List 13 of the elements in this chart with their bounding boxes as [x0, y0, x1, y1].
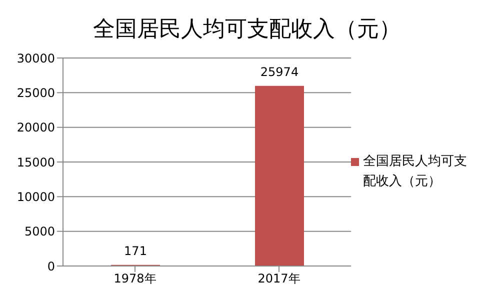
- y-tick-label: 20000: [16, 120, 55, 135]
- chart-title: 全国居民人均可支配收入（元）: [92, 16, 402, 44]
- data-label: 171: [124, 244, 147, 258]
- y-tick-label: 15000: [16, 155, 55, 170]
- y-tick-label: 25000: [16, 86, 55, 100]
- y-tick-label: 30000: [16, 51, 55, 66]
- y-tick-label: 0: [47, 259, 55, 274]
- y-tick-label: 10000: [16, 190, 55, 204]
- x-tick-label: 1978年: [114, 272, 156, 286]
- data-label: 25974: [260, 64, 299, 79]
- legend-label: 全国居民人均可支配收入（元）: [363, 153, 468, 191]
- x-tick-label: 2017年: [258, 272, 300, 286]
- y-tick-label: 5000: [24, 224, 55, 239]
